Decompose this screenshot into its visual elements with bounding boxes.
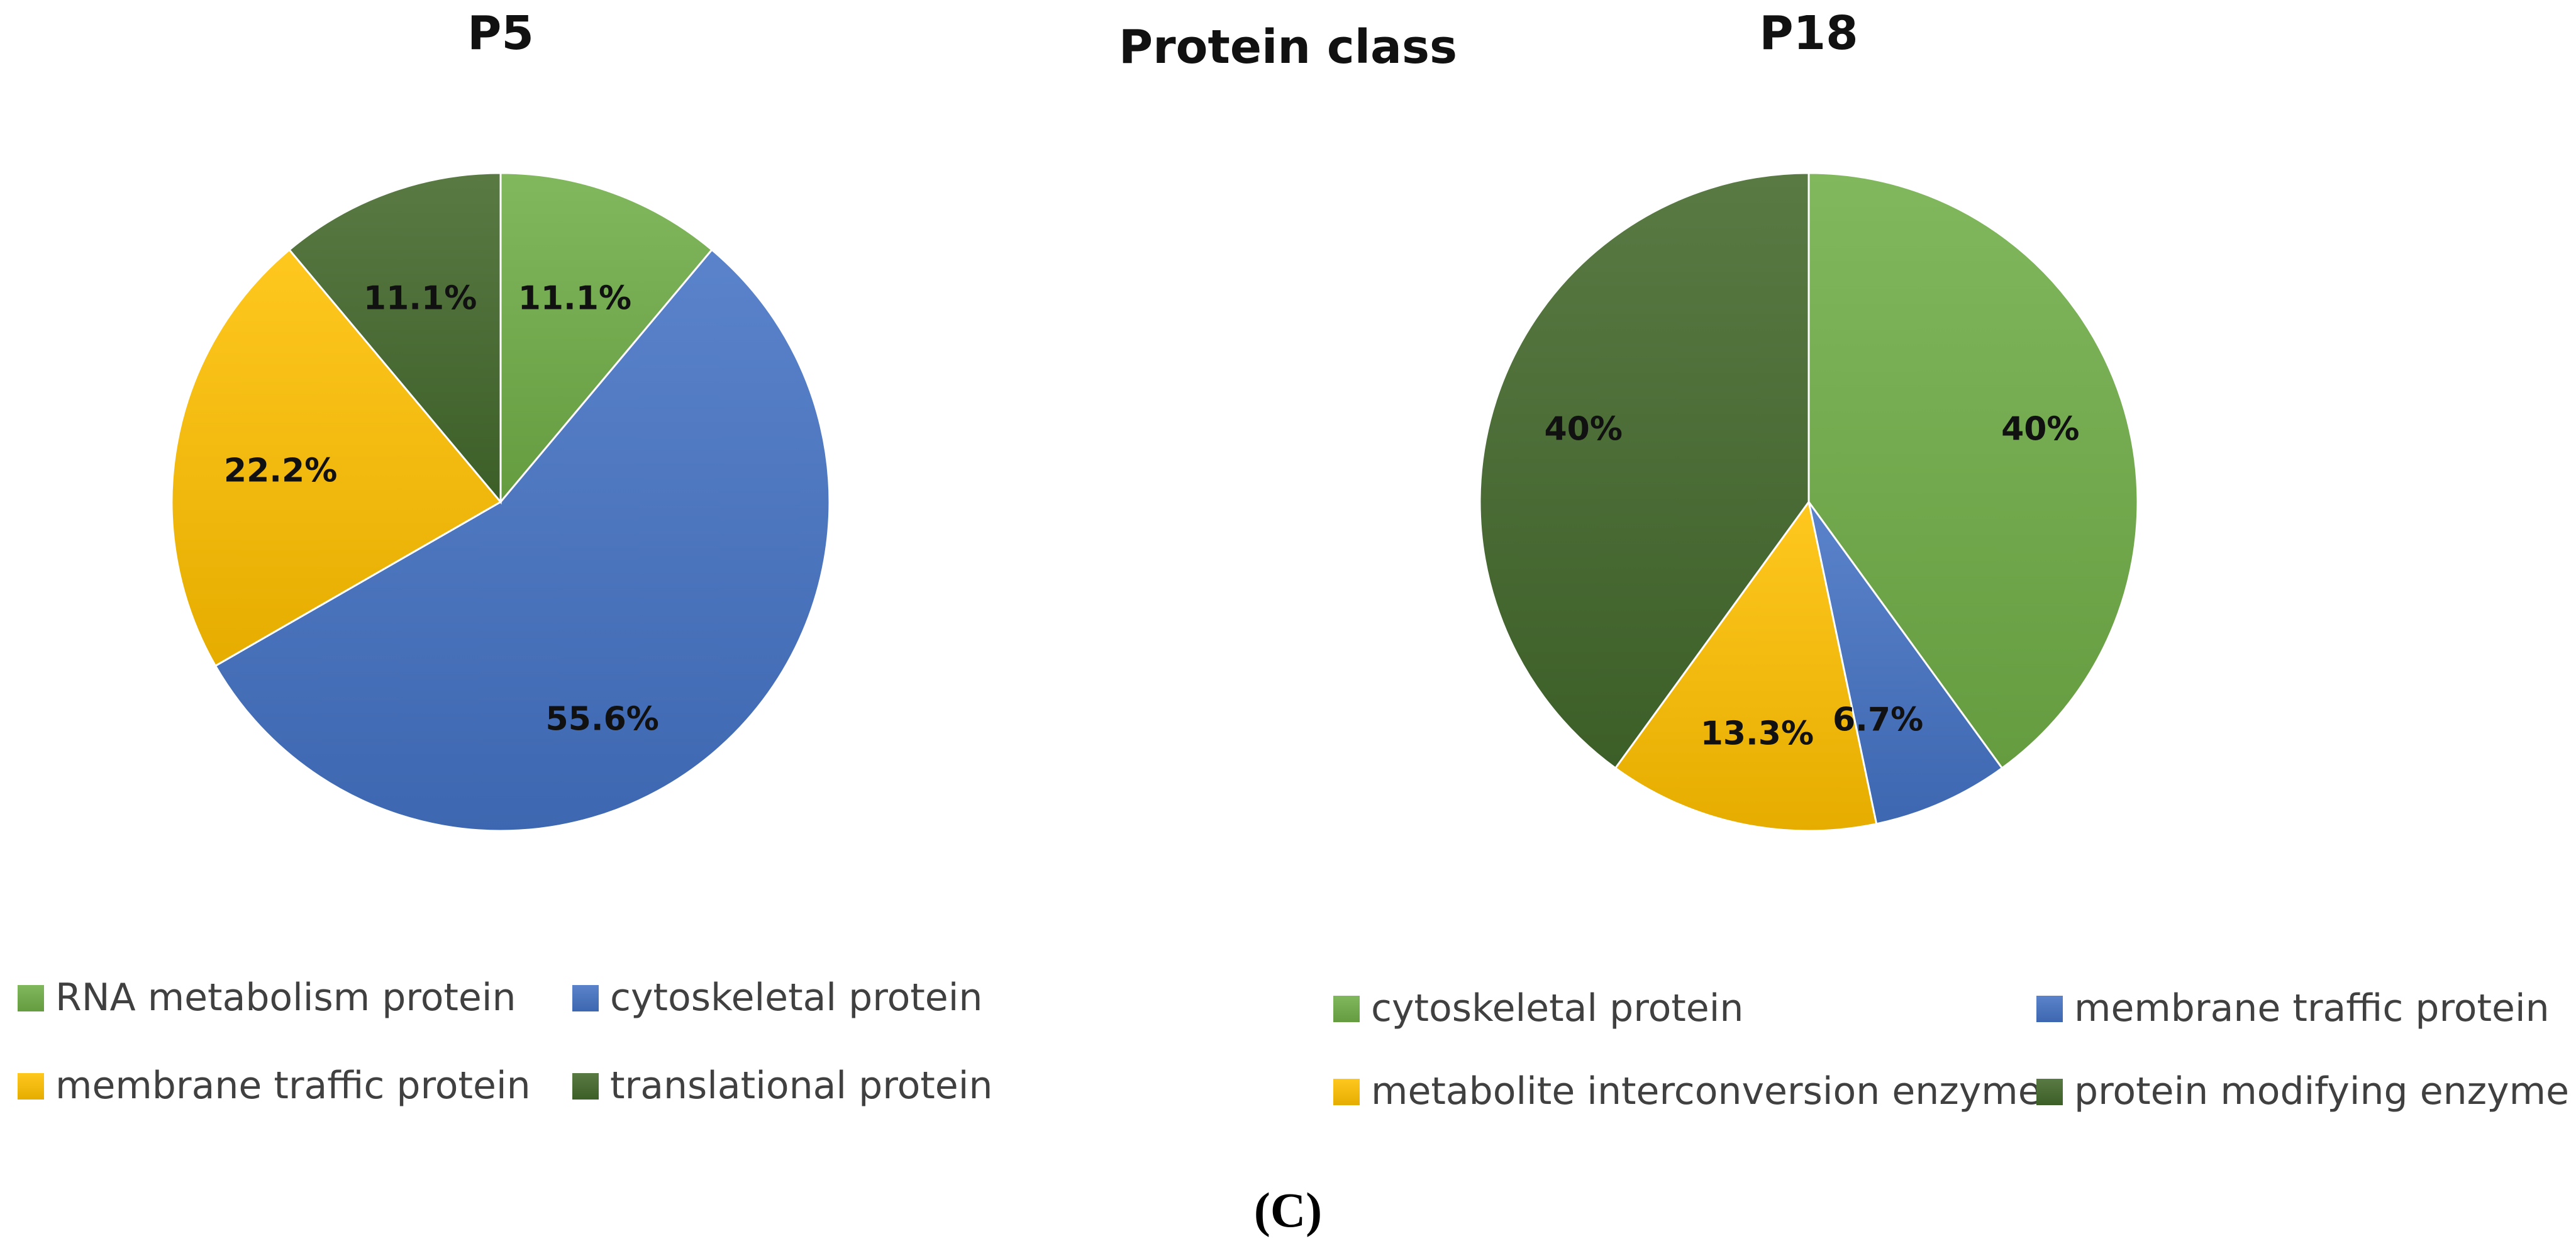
legend-label: metabolite interconversion enzyme bbox=[1371, 1069, 2041, 1113]
pie-slice-cytoskeletal-protein bbox=[214, 248, 831, 832]
legend-swatch bbox=[2036, 996, 2063, 1022]
legend-label: membrane traffic protein bbox=[55, 1064, 531, 1108]
main-title: Protein class bbox=[1119, 20, 1457, 74]
p5-legend: RNA metabolism protein cytoskeletal prote… bbox=[18, 976, 992, 1108]
slice-label-translational-protein: 11.1% bbox=[364, 280, 477, 318]
legend-label: membrane traffic protein bbox=[2074, 986, 2550, 1030]
pie-slice-cytoskeletal-protein bbox=[1807, 172, 2139, 770]
slice-label-cytoskeletal-protein: 55.6% bbox=[545, 701, 658, 738]
pie-slice-metabolite-interconversion-enzyme bbox=[1614, 499, 1878, 832]
pie-slice-protein-modifying-enzyme bbox=[1479, 172, 1810, 770]
pie-slice-membrane-traffic-protein bbox=[170, 248, 502, 667]
legend-swatch bbox=[1333, 996, 1360, 1022]
pie-chart-p5: P5 11.1% 55.6% 22.2% 11.1% RNA metabolism p… bbox=[18, 6, 992, 1108]
panel-label: (C) bbox=[1254, 1183, 1322, 1237]
legend-item-cytoskeletal-protein: cytoskeletal protein bbox=[572, 976, 982, 1020]
p5-slice-labels: 11.1% 55.6% 22.2% 11.1% bbox=[224, 280, 659, 738]
pie-slice-rna-metabolism-protein bbox=[499, 172, 714, 505]
legend-label: RNA metabolism protein bbox=[55, 976, 516, 1020]
slice-label-membrane-traffic-protein: 22.2% bbox=[224, 452, 337, 490]
p5-chart-title: P5 bbox=[467, 6, 534, 60]
pie-chart-p18: P18 40% 6.7% 13.3% 40% cytoskeletal protein… bbox=[1333, 6, 2569, 1113]
legend-item-membrane-traffic-protein: membrane traffic protein bbox=[18, 1064, 531, 1108]
p18-legend: cytoskeletal protein membrane traffic pro… bbox=[1333, 986, 2569, 1113]
legend-label: protein modifying enzyme bbox=[2074, 1069, 2569, 1113]
legend-item-rna-metabolism-protein: RNA metabolism protein bbox=[18, 976, 516, 1020]
slice-label-membrane-traffic-protein: 6.7% bbox=[1833, 701, 1923, 739]
legend-item-membrane-traffic-protein: membrane traffic protein bbox=[2036, 986, 2550, 1030]
legend-swatch bbox=[572, 985, 599, 1011]
legend-swatch bbox=[1333, 1079, 1360, 1105]
legend-item-protein-modifying-enzyme: protein modifying enzyme bbox=[2036, 1069, 2569, 1113]
p18-slices bbox=[1479, 172, 2139, 832]
legend-swatch bbox=[2036, 1079, 2063, 1105]
legend-swatch bbox=[18, 985, 44, 1011]
pie-slice-membrane-traffic-protein bbox=[1807, 501, 2004, 825]
slice-label-protein-modifying-enzyme: 40% bbox=[1544, 410, 1622, 448]
slice-label-metabolite-interconversion-enzyme: 13.3% bbox=[1701, 715, 1814, 753]
legend-label: cytoskeletal protein bbox=[610, 976, 982, 1020]
legend-item-metabolite-interconversion-enzyme: metabolite interconversion enzyme bbox=[1333, 1069, 2041, 1113]
slice-label-cytoskeletal-protein: 40% bbox=[2001, 410, 2079, 448]
pie-slice-translational-protein bbox=[287, 172, 502, 505]
legend-swatch bbox=[18, 1073, 44, 1100]
p5-slices bbox=[170, 172, 831, 832]
legend-label: cytoskeletal protein bbox=[1371, 986, 1743, 1030]
legend-label: translational protein bbox=[610, 1064, 992, 1108]
legend-item-cytoskeletal-protein: cytoskeletal protein bbox=[1333, 986, 1743, 1030]
legend-item-translational-protein: translational protein bbox=[572, 1064, 992, 1108]
p18-slice-labels: 40% 6.7% 13.3% 40% bbox=[1544, 410, 2079, 752]
p18-chart-title: P18 bbox=[1759, 6, 1858, 60]
legend-swatch bbox=[572, 1073, 599, 1100]
slice-label-rna-metabolism-protein: 11.1% bbox=[518, 280, 631, 318]
